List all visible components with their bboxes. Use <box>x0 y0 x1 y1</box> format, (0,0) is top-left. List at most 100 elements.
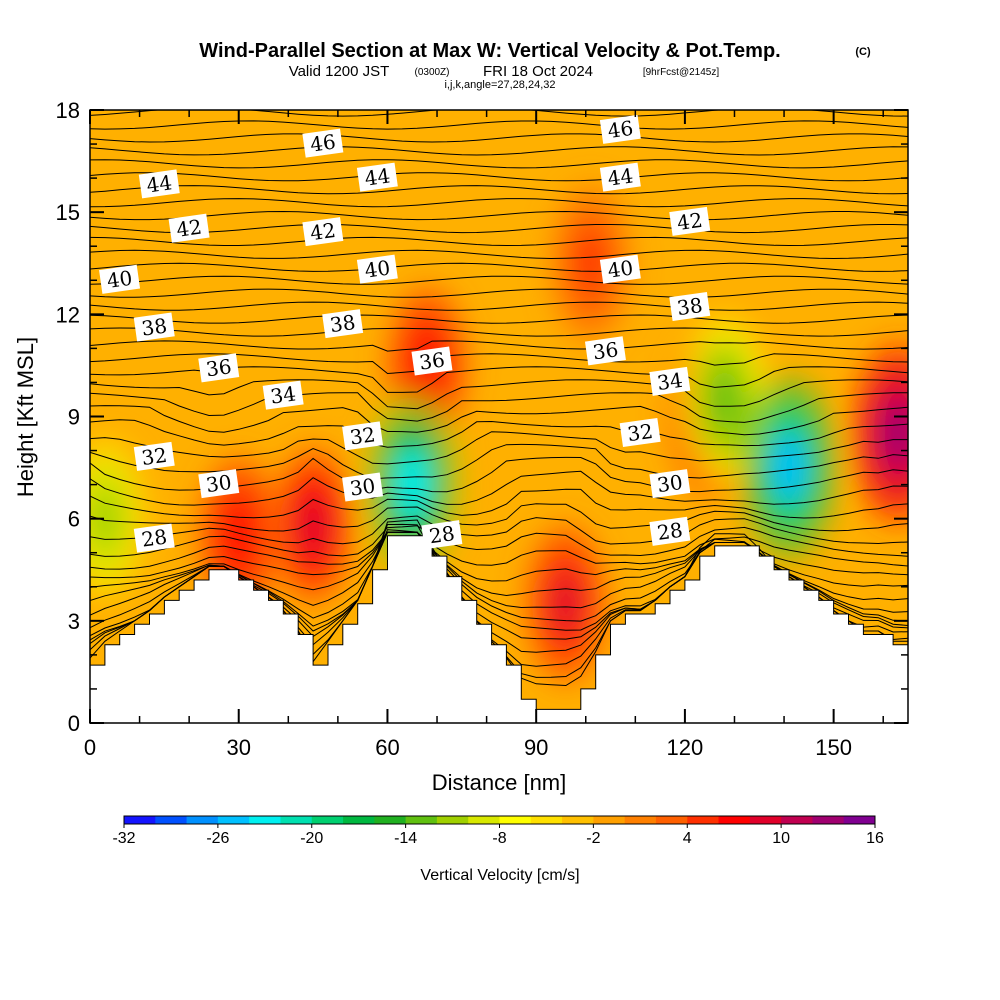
colorbar-swatch <box>593 816 626 824</box>
colorbar-swatch <box>249 816 281 824</box>
theta-label-box <box>262 380 304 410</box>
colorbar-swatch <box>436 816 469 824</box>
theta-label: 28 <box>649 516 691 546</box>
theta-label-text: 44 <box>145 170 174 197</box>
forecast-label: [9hrFcst@2145z] <box>643 67 720 78</box>
theta-label: 44 <box>356 162 398 192</box>
theta-line <box>90 223 908 234</box>
theta-label: 38 <box>133 312 175 342</box>
theta-label: 32 <box>133 441 175 471</box>
theta-label-box <box>99 264 141 294</box>
theta-label-text: 36 <box>204 354 233 381</box>
theta-label-text: 32 <box>626 419 655 446</box>
theta-line <box>90 249 908 260</box>
theta-label-box <box>599 114 641 144</box>
theta-label-box <box>599 254 641 284</box>
colorbar-title: Vertical Velocity [cm/s] <box>420 867 579 884</box>
colorbar-tick-label: 10 <box>772 830 790 847</box>
theta-label-text: 38 <box>328 310 357 337</box>
theta-line <box>90 379 908 410</box>
theta-label-text: 40 <box>105 266 134 293</box>
theta-label: 28 <box>421 520 463 550</box>
theta-line <box>90 503 908 532</box>
theta-label: 38 <box>669 291 711 322</box>
theta-label-text: 28 <box>428 521 457 548</box>
theta-line <box>90 236 908 247</box>
theta-line <box>90 431 908 465</box>
velocity-peak <box>394 447 430 523</box>
theta-line <box>90 405 908 436</box>
theta-label-text: 38 <box>675 293 704 320</box>
y-tick-label: 0 <box>68 711 80 736</box>
theta-label: 32 <box>619 417 661 448</box>
theta-label-box <box>584 336 626 366</box>
theta-label-box <box>669 206 711 236</box>
colorbar-swatch <box>186 816 219 824</box>
theta-label: 44 <box>138 169 180 199</box>
theta-line <box>90 392 908 423</box>
velocity-peak <box>550 570 582 637</box>
theta-label-box <box>619 417 661 448</box>
theta-label-box <box>649 516 691 546</box>
theta-label-box <box>356 162 398 192</box>
theta-label-text: 38 <box>140 313 169 340</box>
theta-label: 36 <box>584 336 626 366</box>
theta-label-box <box>649 469 691 499</box>
theta-label-text: 44 <box>363 163 392 190</box>
colorbar <box>123 815 876 825</box>
theta-label: 42 <box>168 213 210 243</box>
theta-label-text: 30 <box>348 473 377 500</box>
theta-label-text: 42 <box>675 208 704 235</box>
theta-label-text: 28 <box>140 524 169 551</box>
theta-label: 28 <box>133 523 175 553</box>
theta-line <box>90 340 908 352</box>
theta-label-text: 42 <box>309 218 338 245</box>
colorbar-swatch <box>718 816 751 824</box>
theta-label-text: 34 <box>656 368 685 395</box>
x-tick-label: 0 <box>84 735 96 760</box>
theta-label-text: 46 <box>606 116 635 143</box>
theta-line <box>90 172 908 182</box>
theta-label-box <box>133 441 175 471</box>
theta-contours <box>90 110 908 687</box>
y-axis-title: Height [Kft MSL] <box>13 337 38 497</box>
colorbar-swatch <box>217 816 250 824</box>
colorbar-swatch <box>374 816 407 824</box>
theta-label: 42 <box>302 217 344 247</box>
valid-time-label: Valid 1200 JST <box>289 63 390 80</box>
chart-title: Wind-Parallel Section at Max W: Vertical… <box>199 40 780 62</box>
theta-line <box>90 185 908 195</box>
colorbar-swatch <box>311 816 344 824</box>
colorbar-tick-label: -2 <box>586 830 600 847</box>
theta-label-box <box>198 469 240 499</box>
theta-label: 30 <box>198 469 240 499</box>
theta-label: 46 <box>302 128 344 158</box>
velocity-field <box>90 182 908 685</box>
theta-label: 34 <box>262 380 304 410</box>
y-tick-label: 18 <box>56 98 80 123</box>
theta-line <box>90 210 908 221</box>
x-axis-title: Distance [nm] <box>432 770 567 795</box>
colorbar-swatch <box>812 816 845 824</box>
theta-label-text: 28 <box>656 518 685 545</box>
theta-label-box <box>138 169 180 199</box>
colorbar-swatch <box>155 816 188 824</box>
velocity-peak <box>709 366 740 433</box>
theta-label-box <box>168 213 210 243</box>
colorbar-swatch <box>562 816 594 824</box>
theta-line <box>90 314 908 324</box>
theta-label-box <box>133 312 175 342</box>
theta-label-box <box>649 366 691 396</box>
colorbar-tick-label: -26 <box>206 830 229 847</box>
theta-label: 40 <box>356 254 398 284</box>
theta-line <box>90 120 908 130</box>
colorbar-swatch <box>499 816 532 824</box>
y-tick-label: 12 <box>56 302 80 327</box>
x-tick-label: 150 <box>815 735 852 760</box>
theta-label-text: 40 <box>363 255 392 282</box>
theta-label: 36 <box>411 346 453 376</box>
y-tick-label: 9 <box>68 405 80 430</box>
theta-label-box <box>411 346 453 376</box>
y-tick-label: 6 <box>68 507 80 532</box>
